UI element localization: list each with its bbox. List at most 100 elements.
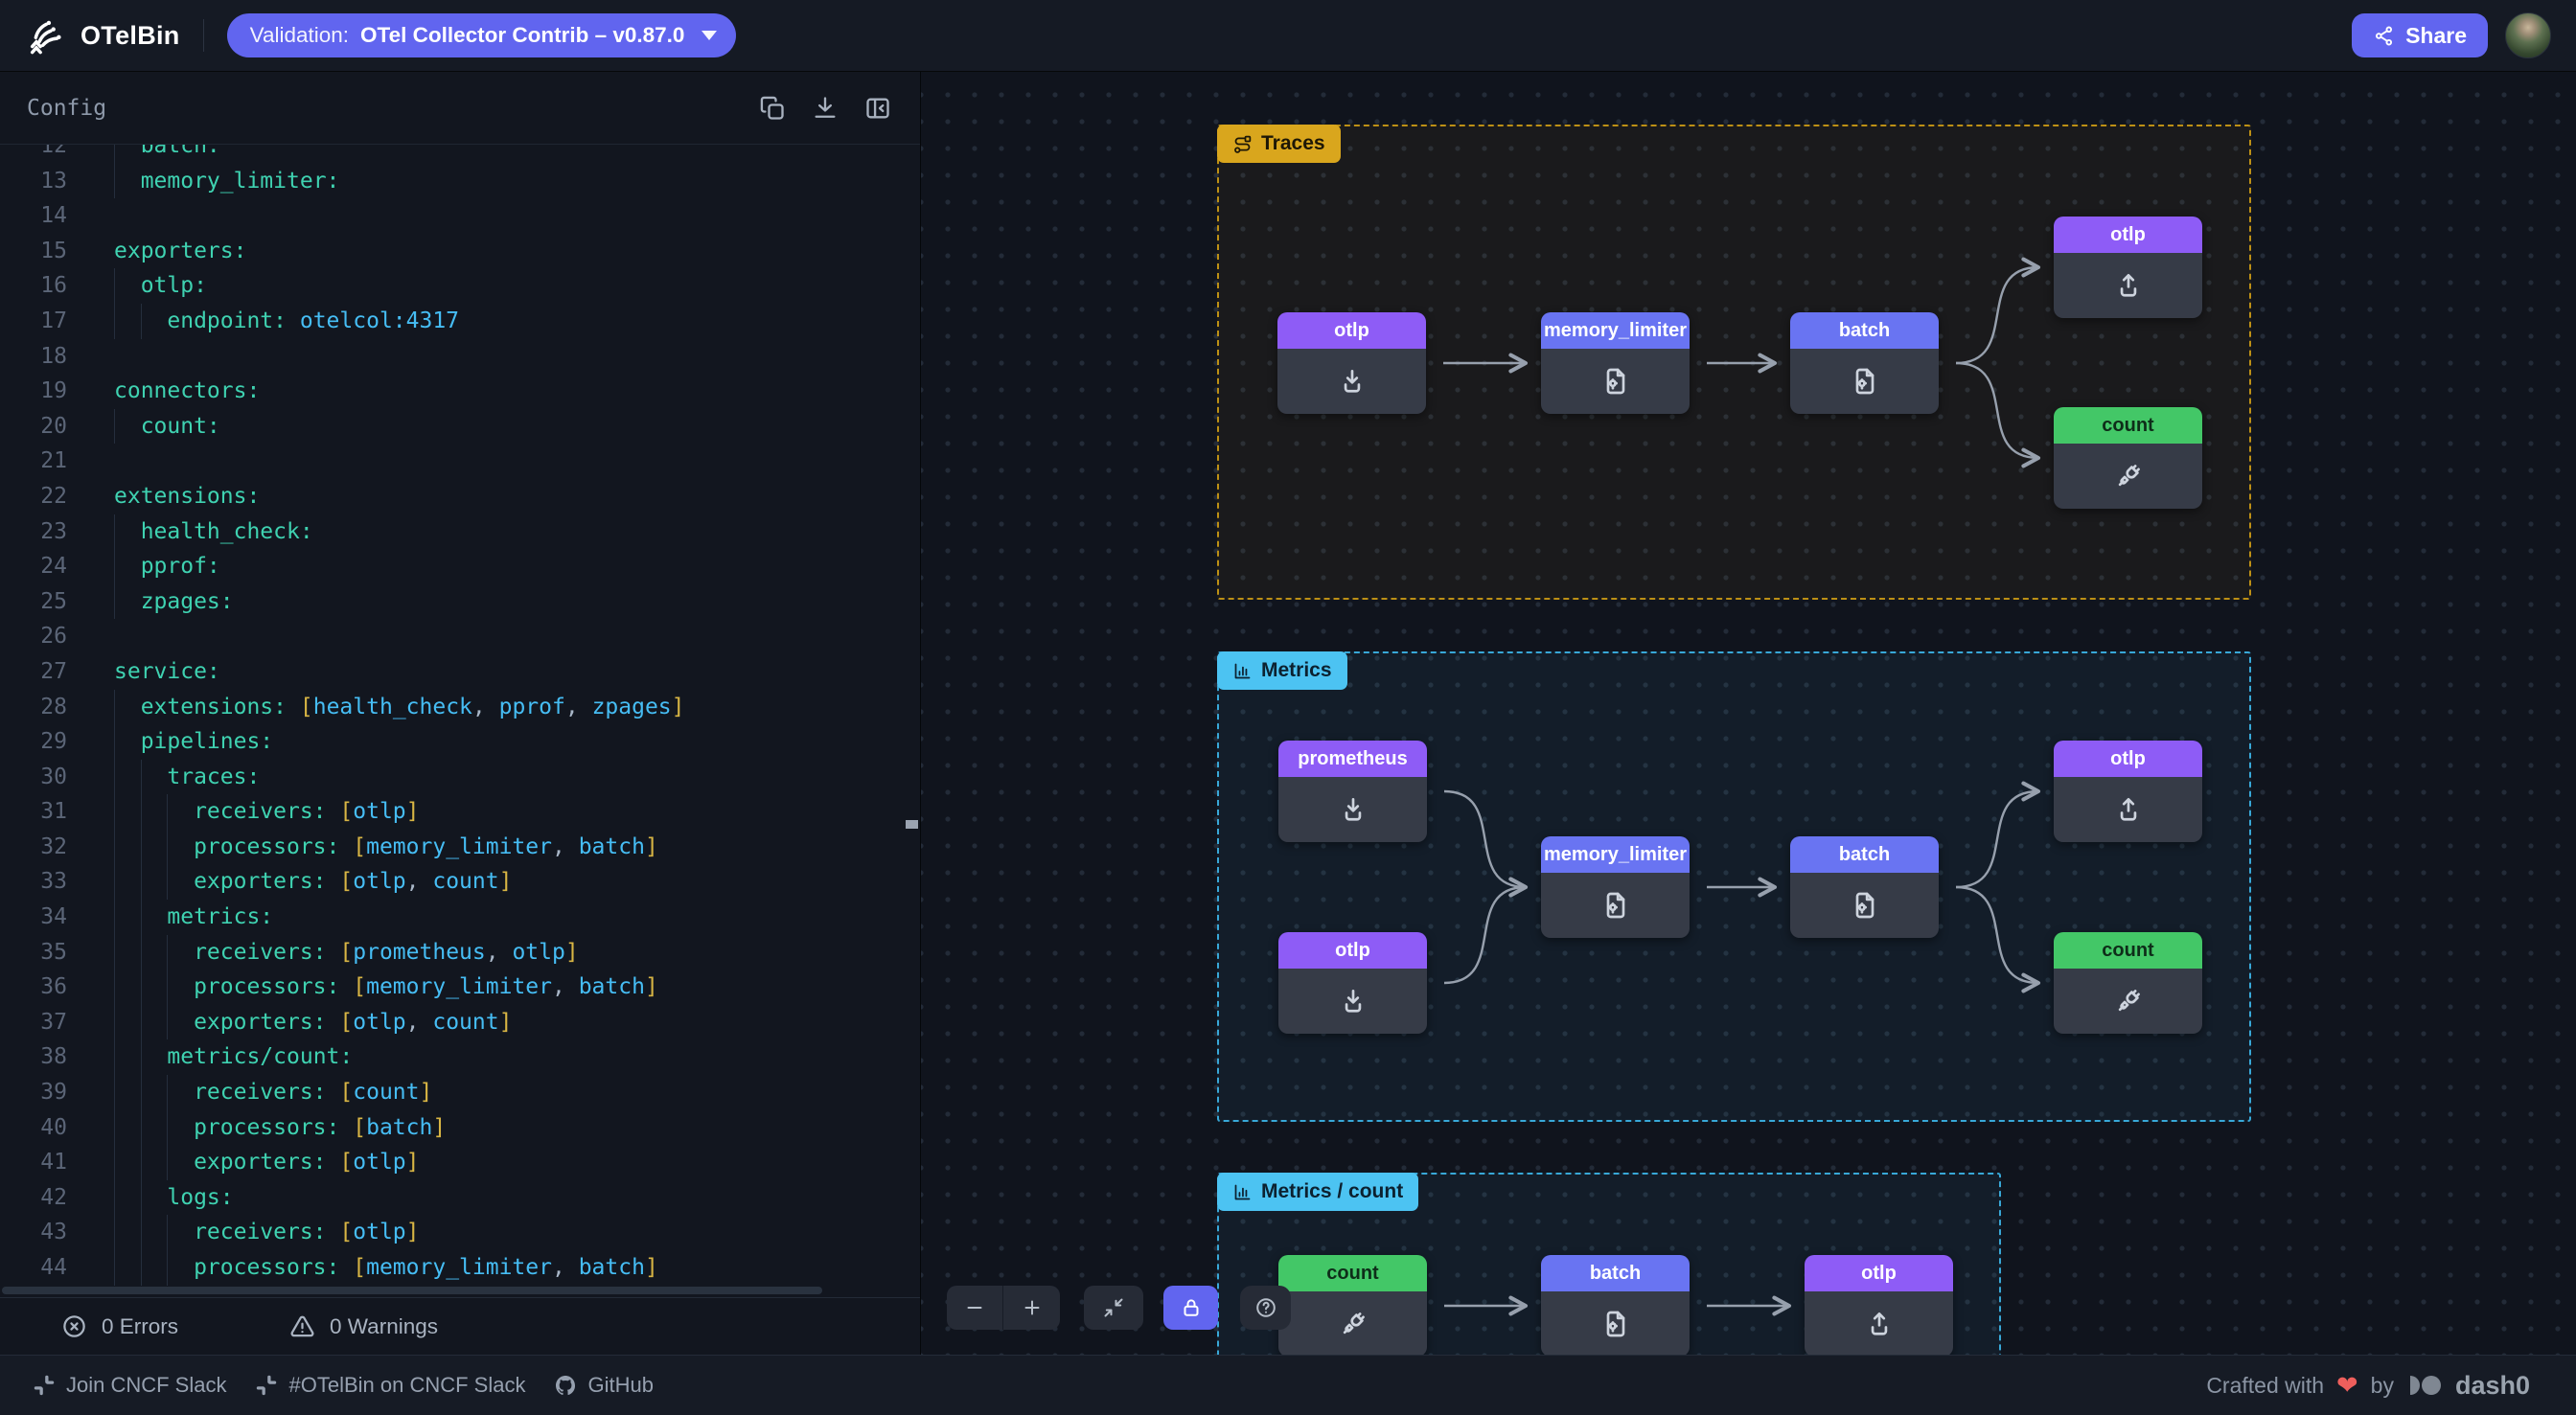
- node-exporter-otlp[interactable]: otlp: [2054, 741, 2202, 842]
- lock-button[interactable]: [1163, 1286, 1218, 1330]
- code-line: 30 traces:: [0, 759, 920, 795]
- line-number: 38: [40, 1044, 67, 1070]
- config-pane-title: Config: [27, 95, 107, 121]
- exporter-icon: [2054, 777, 2202, 842]
- node-connector-count[interactable]: count: [1278, 1255, 1427, 1355]
- editor-horizontal-scrollbar[interactable]: [2, 1287, 822, 1294]
- code-line: 26: [0, 619, 920, 654]
- node-exporter-otlp[interactable]: otlp: [1805, 1255, 1953, 1355]
- line-number: 44: [40, 1255, 67, 1280]
- exporter-icon: [1805, 1291, 1953, 1355]
- line-number: 33: [40, 869, 67, 895]
- pipeline-section-metrics: Metrics: [1217, 651, 2251, 1122]
- node-label: memory_limiter: [1541, 312, 1690, 349]
- code-line: 13 memory_limiter:: [0, 163, 920, 199]
- status-bar: 0 Errors 0 Warnings: [0, 1297, 920, 1355]
- processor-icon: [1790, 349, 1939, 414]
- lock-icon: [1180, 1296, 1203, 1319]
- validation-dropdown[interactable]: Validation: OTel Collector Contrib – v0.…: [226, 13, 737, 57]
- github-link[interactable]: GitHub: [554, 1373, 654, 1398]
- node-receiver-otlp[interactable]: otlp: [1278, 932, 1427, 1034]
- code-line: 32 processors: [memory_limiter, batch]: [0, 829, 920, 865]
- node-processor-memory_limiter[interactable]: memory_limiter: [1541, 836, 1690, 938]
- line-number: 32: [40, 833, 67, 859]
- plus-icon: [1021, 1296, 1044, 1319]
- errors-label: 0 Errors: [102, 1313, 179, 1338]
- download-config-button[interactable]: [812, 95, 839, 122]
- code-line: 44 processors: [memory_limiter, batch]: [0, 1250, 920, 1286]
- github-icon: [554, 1374, 577, 1397]
- code-line: 17 endpoint: otelcol:4317: [0, 303, 920, 339]
- node-label: count: [2054, 932, 2202, 969]
- share-button[interactable]: Share: [2352, 13, 2488, 57]
- line-number: 20: [40, 413, 67, 439]
- line-number: 23: [40, 518, 67, 544]
- brand: OTelBin: [25, 14, 180, 57]
- code-line: 31 receivers: [otlp]: [0, 794, 920, 830]
- pipeline-canvas[interactable]: Traces Metrics Metrics / count otlp memory_…: [921, 72, 2576, 1355]
- node-processor-batch[interactable]: batch: [1790, 836, 1939, 938]
- chevron-down-icon: [702, 31, 718, 40]
- node-exporter-otlp[interactable]: otlp: [2054, 217, 2202, 318]
- line-number: 24: [40, 554, 67, 580]
- share-icon: [2373, 25, 2395, 47]
- node-label: count: [1278, 1255, 1427, 1291]
- dash0-brand-link[interactable]: dash0: [2406, 1371, 2530, 1401]
- line-number: 28: [40, 694, 67, 719]
- zoom-in-button[interactable]: [1003, 1286, 1060, 1330]
- fit-view-button[interactable]: [1084, 1286, 1143, 1330]
- node-connector-count[interactable]: count: [2054, 932, 2202, 1034]
- node-receiver-prometheus[interactable]: prometheus: [1278, 741, 1427, 842]
- code-line: 19 connectors:: [0, 374, 920, 409]
- canvas-controls: [947, 1286, 1291, 1330]
- warning-triangle-icon: [289, 1313, 315, 1339]
- section-badge-metrics-count: Metrics / count: [1217, 1173, 1419, 1211]
- validation-label: Validation:: [249, 23, 350, 47]
- code-lines: 12 batch: 13 memory_limiter: 14 15 exporters: 1…: [0, 145, 920, 1286]
- editor-scroll-marker[interactable]: [906, 820, 918, 829]
- copy-config-button[interactable]: [759, 95, 786, 122]
- warnings-status[interactable]: 0 Warnings: [289, 1313, 438, 1339]
- node-connector-count[interactable]: count: [2054, 407, 2202, 509]
- line-number: 41: [40, 1150, 67, 1175]
- connector-icon: [2054, 969, 2202, 1034]
- node-processor-batch[interactable]: batch: [1541, 1255, 1690, 1355]
- line-number: 29: [40, 729, 67, 755]
- credit: Crafted with ❤ by dash0: [2206, 1371, 2530, 1401]
- yaml-editor[interactable]: 12 batch: 13 memory_limiter: 14 15 exporters: 1…: [0, 144, 920, 1297]
- panel-collapse-icon: [864, 98, 891, 125]
- user-avatar[interactable]: [2505, 12, 2551, 58]
- node-processor-batch[interactable]: batch: [1790, 312, 1939, 414]
- node-processor-memory_limiter[interactable]: memory_limiter: [1541, 312, 1690, 414]
- download-icon: [812, 96, 839, 125]
- help-button[interactable]: [1240, 1286, 1291, 1330]
- node-label: otlp: [1278, 932, 1427, 969]
- node-label: otlp: [1805, 1255, 1953, 1291]
- footer-link-label: Join CNCF Slack: [66, 1373, 227, 1397]
- join-cncf-slack-link[interactable]: Join CNCF Slack: [33, 1373, 226, 1398]
- zoom-controls: [947, 1286, 1060, 1330]
- receiver-icon: [1278, 777, 1427, 842]
- footer: Join CNCF Slack #OTelBin on CNCF Slack G…: [0, 1355, 2576, 1415]
- code-line: 41 exporters: [otlp]: [0, 1145, 920, 1180]
- chart-icon: [1232, 661, 1253, 681]
- dash0-wordmark: dash0: [2454, 1370, 2530, 1400]
- config-pane-header: Config: [0, 72, 920, 144]
- minus-icon: [963, 1296, 986, 1319]
- collapse-panel-button[interactable]: [864, 95, 891, 122]
- otelbin-cncf-slack-link[interactable]: #OTelBin on CNCF Slack: [255, 1373, 525, 1398]
- code-line: 43 receivers: [otlp]: [0, 1215, 920, 1250]
- code-line: 34 metrics:: [0, 900, 920, 935]
- circle-x-icon: [61, 1313, 87, 1339]
- code-line: 20 count:: [0, 408, 920, 445]
- node-label: prometheus: [1278, 741, 1427, 777]
- node-receiver-otlp[interactable]: otlp: [1277, 312, 1426, 414]
- code-line: 23 health_check:: [0, 514, 920, 550]
- errors-status[interactable]: 0 Errors: [61, 1313, 178, 1339]
- topbar: OTelBin Validation: OTel Collector Contr…: [0, 0, 2576, 72]
- zoom-out-button[interactable]: [947, 1286, 1003, 1330]
- code-line: 38 metrics/count:: [0, 1039, 920, 1076]
- line-number: 36: [40, 974, 67, 1000]
- topbar-divider: [202, 19, 204, 52]
- share-label: Share: [2405, 22, 2467, 48]
